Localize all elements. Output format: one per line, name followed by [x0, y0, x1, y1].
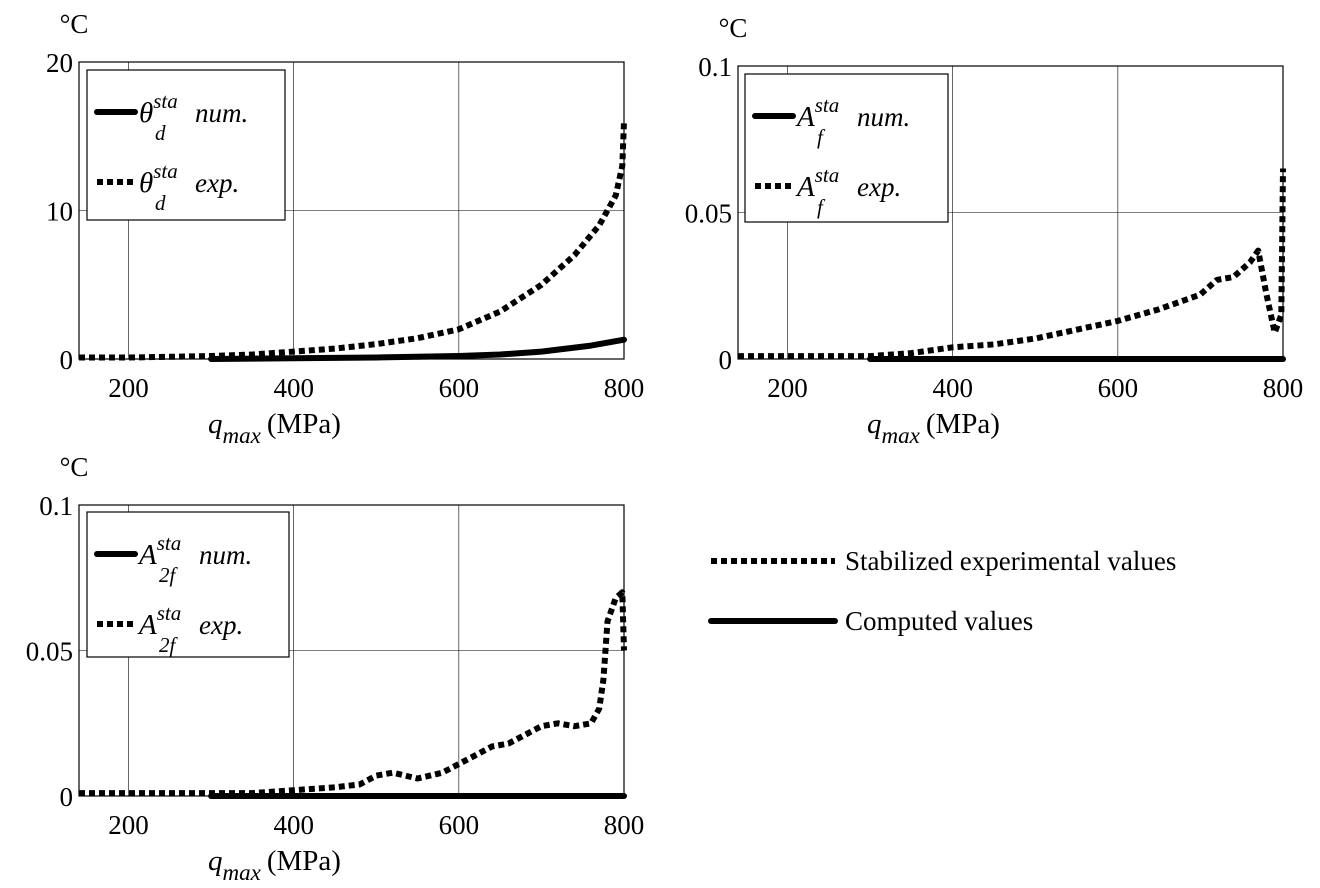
- legend-sup: sta: [157, 531, 182, 555]
- y-tick-label: 0: [60, 782, 74, 812]
- legend-sub: 2f: [159, 633, 179, 657]
- x-axis-sub: max: [882, 423, 921, 448]
- unit-label: °C: [719, 13, 748, 43]
- y-tick-label: 0.05: [685, 199, 732, 229]
- legend-suffix: exp.: [857, 172, 901, 202]
- legend-symbol: A: [795, 101, 815, 133]
- legend-box: [744, 73, 949, 223]
- x-tick-label: 400: [932, 373, 973, 403]
- x-axis-label: qmax (MPa): [208, 408, 341, 448]
- x-tick-label: 600: [1098, 373, 1139, 403]
- x-axis-label: qmax (MPa): [208, 845, 341, 885]
- x-tick-label: 200: [767, 373, 808, 403]
- x-axis-var: q: [208, 845, 223, 877]
- legend-box: [86, 511, 290, 658]
- y-tick-label: 0: [719, 345, 733, 375]
- legend-sub: d: [155, 121, 166, 145]
- x-axis-unit: (MPa): [267, 845, 341, 877]
- y-tick-label: 20: [46, 48, 73, 78]
- legend-suffix: exp.: [199, 610, 243, 640]
- legend-sup: sta: [815, 163, 840, 187]
- legend-sup: sta: [157, 601, 182, 625]
- x-tick-label: 600: [439, 373, 480, 403]
- legend-entry: θsta d exp.: [139, 159, 239, 215]
- legend-symbol: A: [137, 539, 157, 571]
- x-tick-label: 800: [604, 373, 645, 403]
- legend-entry: Asta f num.: [795, 93, 910, 149]
- legend-sub: f: [817, 195, 826, 219]
- x-tick-label: 200: [108, 373, 149, 403]
- series-exp-line: [79, 121, 627, 361]
- y-tick-label: 0: [60, 345, 74, 375]
- x-tick-label: 200: [108, 810, 149, 840]
- x-axis-sub: max: [223, 860, 262, 885]
- x-tick-label: 800: [1263, 373, 1304, 403]
- legend-symbol: A: [137, 609, 157, 641]
- x-axis-label: qmax (MPa): [867, 408, 1000, 448]
- legend-box: [86, 69, 286, 221]
- x-tick-label: 800: [604, 810, 645, 840]
- x-axis-var: q: [208, 408, 223, 440]
- y-tick-label: 0.05: [26, 637, 73, 667]
- chart-a-f: 200 400 600 800 0 0.05 0.1 °C qmax (MPa) Asta f num.…: [685, 13, 1304, 448]
- legend-sup: sta: [153, 89, 178, 113]
- y-tick-label: 10: [46, 197, 73, 227]
- x-axis-unit: (MPa): [926, 408, 1000, 440]
- legend-sup: sta: [815, 93, 840, 117]
- legend-suffix: exp.: [195, 168, 239, 198]
- series-num-line: [208, 336, 627, 362]
- series-exp-line: [738, 168, 1286, 360]
- unit-label: °C: [60, 9, 89, 39]
- legend-symbol: θ: [139, 97, 153, 129]
- legend-suffix: num.: [857, 102, 910, 132]
- x-axis-sub: max: [223, 423, 262, 448]
- legend-symbol: θ: [139, 167, 153, 199]
- unit-label: °C: [60, 452, 89, 482]
- x-tick-label: 600: [439, 810, 480, 840]
- legend-sub: 2f: [159, 563, 179, 587]
- legend-entry: Asta 2f exp.: [137, 601, 243, 657]
- chart-a-2f: 200 400 600 800 0 0.05 0.1 °C qmax (MPa) Asta 2f num…: [26, 452, 645, 885]
- legend-sub: d: [155, 191, 166, 215]
- legend-entry: Asta f exp.: [795, 163, 901, 219]
- global-legend: Stabilized experimental values Computed v…: [708, 546, 1176, 636]
- x-axis-unit: (MPa): [267, 408, 341, 440]
- legend-entry: θsta d num.: [139, 89, 248, 145]
- legend-sup: sta: [153, 159, 178, 183]
- legend-entry: Asta 2f num.: [137, 531, 252, 587]
- legend-symbol: A: [795, 171, 815, 203]
- legend-suffix: num.: [195, 98, 248, 128]
- y-tick-label: 0.1: [698, 52, 732, 82]
- x-axis-var: q: [867, 408, 882, 440]
- x-tick-label: 400: [273, 373, 314, 403]
- y-tick-label: 0.1: [39, 491, 73, 521]
- legend-label-experimental: Stabilized experimental values: [845, 546, 1176, 576]
- legend-suffix: num.: [199, 540, 252, 570]
- series-exp-line: [79, 589, 627, 797]
- legend-label-computed: Computed values: [845, 606, 1033, 636]
- x-tick-label: 400: [273, 810, 314, 840]
- legend-sub: f: [817, 125, 826, 149]
